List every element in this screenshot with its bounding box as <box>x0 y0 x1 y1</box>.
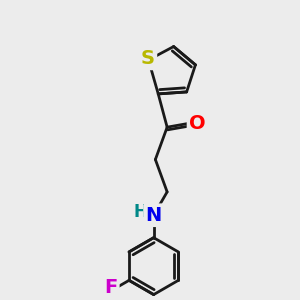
Text: O: O <box>189 113 206 133</box>
Text: F: F <box>104 278 117 297</box>
Text: S: S <box>141 49 155 68</box>
Text: H: H <box>133 203 147 221</box>
Text: N: N <box>146 206 162 225</box>
